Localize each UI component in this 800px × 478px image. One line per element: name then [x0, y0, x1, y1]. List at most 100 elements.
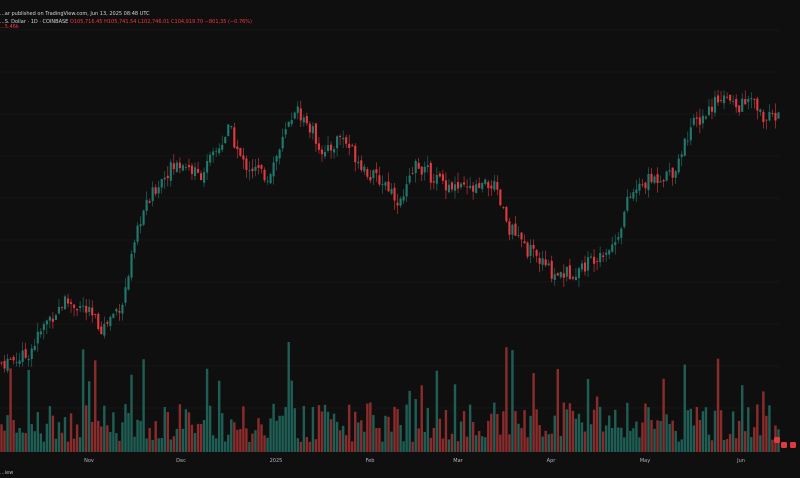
volume-bar	[87, 381, 91, 452]
candle-body	[57, 306, 61, 314]
volume-bar	[656, 420, 659, 452]
candle-body	[372, 170, 375, 179]
volume-bar	[221, 413, 224, 452]
candle-body	[729, 94, 732, 101]
candle-body	[209, 154, 212, 163]
volume-bar	[677, 441, 680, 452]
candle-body	[169, 162, 172, 181]
volume-bar	[136, 419, 139, 452]
volume-bar	[477, 431, 481, 452]
candle-body	[481, 182, 484, 190]
candle-body	[263, 169, 266, 181]
volume-bar	[193, 433, 197, 452]
candle-body	[296, 106, 299, 113]
candle-body	[115, 308, 118, 312]
volume-bar	[357, 422, 360, 452]
candle-body	[348, 143, 351, 149]
candle-body	[193, 167, 197, 177]
candle-body	[704, 116, 707, 119]
volume-bar	[45, 423, 49, 452]
event-marker	[790, 442, 796, 448]
candle-body	[774, 112, 777, 121]
candle-body	[85, 305, 88, 313]
volume-bar	[39, 433, 43, 452]
candle-body	[620, 228, 623, 238]
volume-bar	[414, 399, 417, 452]
volume-bar	[145, 438, 148, 452]
view-label: ...iew	[0, 470, 14, 476]
volume-bar	[532, 373, 535, 452]
candle-body	[644, 182, 647, 189]
candle-body	[568, 265, 571, 279]
candle-body	[511, 224, 514, 235]
x-tick-label: Mar	[453, 458, 463, 464]
candle-body	[133, 242, 136, 253]
candle-body	[744, 99, 747, 105]
volume-bar	[632, 428, 635, 452]
volume-bar	[275, 420, 278, 452]
volume-bar	[202, 420, 206, 452]
candle-body	[547, 263, 550, 266]
volume-bar	[399, 424, 402, 452]
candle-body	[574, 276, 577, 281]
volume-bar	[635, 421, 638, 452]
volume-bar	[366, 403, 369, 452]
volume-bar	[438, 418, 442, 452]
volume-bar	[314, 439, 318, 452]
candle-body	[608, 250, 611, 255]
top-bar	[0, 0, 800, 10]
candle-body	[172, 163, 175, 170]
volume-bar	[81, 349, 85, 452]
volume-bar	[725, 438, 729, 452]
candle-body	[444, 180, 447, 191]
volume-bar	[465, 436, 469, 452]
candle-body	[366, 169, 369, 177]
candle-body	[641, 184, 644, 186]
candle-body	[502, 207, 505, 208]
candle-body	[698, 117, 701, 125]
volume-bar	[520, 427, 523, 452]
candle-body	[508, 221, 511, 235]
candle-body	[308, 123, 311, 133]
volume-bar	[18, 427, 21, 452]
candle-body	[363, 166, 366, 172]
volume-bar	[378, 427, 381, 452]
volume-bar	[272, 403, 275, 452]
candle-body	[623, 211, 626, 227]
volume-bar	[626, 402, 629, 452]
candle-body	[493, 181, 496, 190]
candle-body	[187, 165, 191, 168]
volume-bar	[360, 420, 363, 452]
volume-bar	[408, 390, 411, 452]
volume-bar	[737, 420, 741, 452]
volume-bar	[481, 436, 484, 452]
volume-bar	[347, 404, 351, 452]
volume-bar	[236, 429, 239, 452]
candle-body	[759, 109, 762, 112]
volume-bar	[302, 405, 306, 452]
volume-bar	[490, 413, 493, 452]
candle-body	[517, 234, 520, 236]
volume-bar	[462, 411, 466, 452]
candle-body	[692, 117, 695, 125]
volume-bar	[728, 433, 732, 452]
volume-bar	[474, 435, 478, 452]
candle-body	[299, 108, 302, 121]
volume-bar	[550, 433, 553, 452]
volume-bar	[741, 385, 744, 452]
volume-bar	[51, 415, 55, 452]
candle-body	[762, 111, 765, 123]
candle-body	[333, 149, 336, 153]
volume-bar	[734, 438, 738, 452]
candle-body	[411, 173, 414, 175]
candle-body	[710, 106, 714, 112]
candle-body	[602, 255, 605, 258]
candle-body	[647, 174, 650, 191]
volume-bar	[577, 413, 581, 452]
volume-bar	[254, 430, 257, 452]
candle-body	[650, 173, 653, 182]
volume-bar	[42, 441, 46, 452]
candle-body	[765, 119, 768, 121]
volume-bar	[747, 407, 750, 452]
